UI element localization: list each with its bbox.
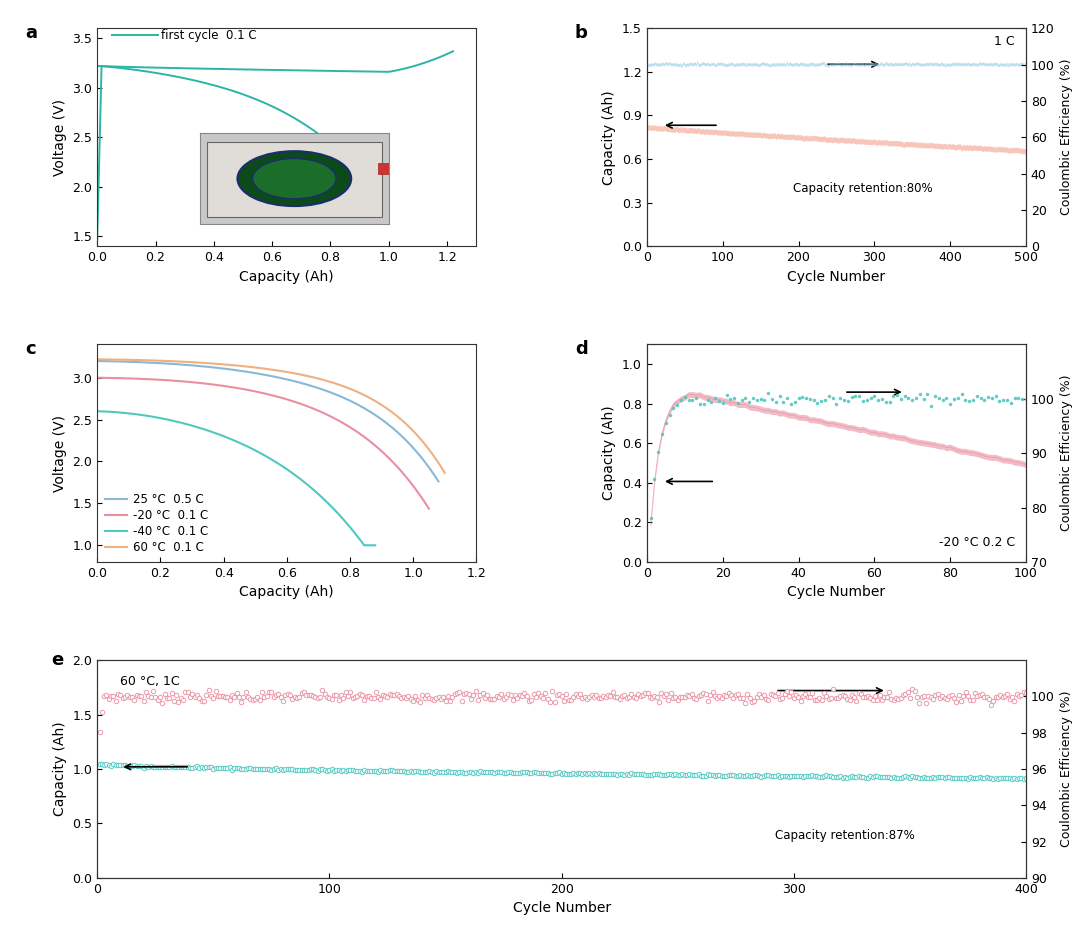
- X-axis label: Cycle Number: Cycle Number: [787, 270, 886, 283]
- 25 °C  0.5 C: [423, 464, 436, 475]
- 60 °C  0.1 C: [438, 467, 451, 479]
- 60 °C  0.1 C: [256, 362, 269, 374]
- 60 °C  0.1 C: [91, 354, 104, 365]
- Y-axis label: Coulombic Efficiency (%): Coulombic Efficiency (%): [1061, 59, 1074, 215]
- 25 °C  0.5 C: [275, 373, 288, 384]
- Y-axis label: Capacity (Ah): Capacity (Ah): [53, 721, 67, 817]
- -20 °C  0.1 C: [288, 396, 301, 408]
- -20 °C  0.1 C: [91, 372, 104, 383]
- Line: -40 °C  0.1 C: -40 °C 0.1 C: [97, 412, 375, 546]
- 60 °C  0.1 C: [376, 399, 389, 411]
- Y-axis label: Voltage (V): Voltage (V): [53, 99, 67, 176]
- -40 °C  0.1 C: [241, 441, 254, 452]
- Line: 60 °C  0.1 C: 60 °C 0.1 C: [97, 360, 445, 473]
- 25 °C  0.5 C: [370, 411, 383, 422]
- -40 °C  0.1 C: [368, 540, 381, 551]
- -20 °C  0.1 C: [415, 491, 428, 502]
- Text: e: e: [51, 651, 63, 669]
- -20 °C  0.1 C: [270, 391, 283, 402]
- X-axis label: Capacity (Ah): Capacity (Ah): [240, 585, 334, 599]
- -40 °C  0.1 C: [319, 495, 332, 506]
- Text: a: a: [25, 24, 37, 42]
- 60 °C  0.1 C: [258, 362, 271, 374]
- X-axis label: Cycle Number: Cycle Number: [513, 902, 610, 916]
- Text: 1 C: 1 C: [994, 35, 1014, 48]
- Legend: 25 °C  0.5 C, -20 °C  0.1 C, -40 °C  0.1 C, 60 °C  0.1 C: 25 °C 0.5 C, -20 °C 0.1 C, -40 °C 0.1 C,…: [103, 491, 211, 556]
- 25 °C  0.5 C: [91, 355, 104, 366]
- Text: Capacity retention:80%: Capacity retention:80%: [793, 181, 933, 194]
- -20 °C  0.1 C: [363, 435, 376, 447]
- 60 °C  0.1 C: [279, 366, 292, 378]
- Text: first cycle  0.1 C: first cycle 0.1 C: [161, 28, 257, 42]
- Text: -20 °C 0.2 C: -20 °C 0.2 C: [939, 536, 1014, 549]
- -40 °C  0.1 C: [91, 406, 104, 417]
- Text: d: d: [575, 340, 588, 358]
- Y-axis label: Coulombic Efficiency (%): Coulombic Efficiency (%): [1061, 691, 1074, 848]
- Y-axis label: Capacity (Ah): Capacity (Ah): [603, 90, 617, 185]
- 60 °C  0.1 C: [430, 454, 443, 465]
- Line: -20 °C  0.1 C: -20 °C 0.1 C: [97, 378, 429, 509]
- Y-axis label: Voltage (V): Voltage (V): [53, 414, 67, 492]
- -20 °C  0.1 C: [248, 386, 261, 397]
- -40 °C  0.1 C: [256, 448, 269, 460]
- X-axis label: Cycle Number: Cycle Number: [787, 585, 886, 599]
- -20 °C  0.1 C: [251, 386, 264, 397]
- Text: ICE:82.5%: ICE:82.5%: [307, 187, 372, 199]
- Y-axis label: Capacity (Ah): Capacity (Ah): [603, 406, 617, 500]
- -40 °C  0.1 C: [225, 433, 238, 445]
- Text: 60 °C, 1C: 60 °C, 1C: [121, 675, 180, 688]
- Text: b: b: [575, 24, 588, 42]
- Text: c: c: [25, 340, 36, 358]
- -20 °C  0.1 C: [422, 503, 435, 514]
- 25 °C  0.5 C: [432, 476, 445, 487]
- 25 °C  0.5 C: [255, 368, 268, 379]
- 60 °C  0.1 C: [298, 370, 311, 381]
- Line: 25 °C  0.5 C: 25 °C 0.5 C: [97, 361, 438, 481]
- -40 °C  0.1 C: [363, 540, 376, 551]
- Y-axis label: Coulombic Efficiency (%): Coulombic Efficiency (%): [1061, 375, 1074, 531]
- -40 °C  0.1 C: [359, 540, 372, 551]
- -40 °C  0.1 C: [222, 432, 235, 444]
- 25 °C  0.5 C: [294, 377, 307, 388]
- 25 °C  0.5 C: [253, 368, 266, 379]
- Text: Capacity retention:87%: Capacity retention:87%: [775, 829, 915, 842]
- X-axis label: Capacity (Ah): Capacity (Ah): [240, 270, 334, 283]
